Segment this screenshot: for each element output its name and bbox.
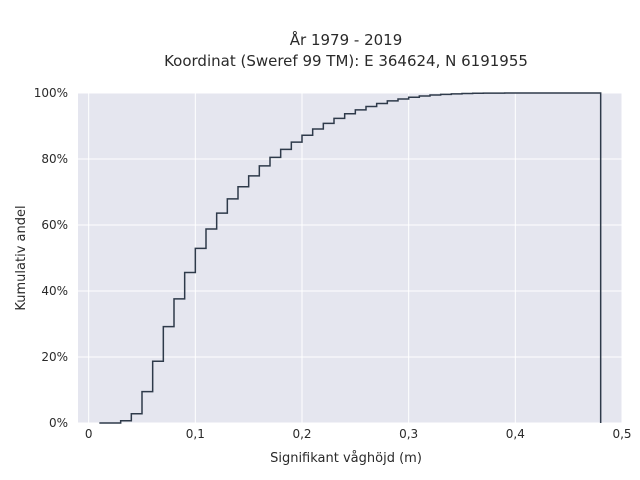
grid-lines [78,92,623,424]
x-tick-label: 0 [85,427,93,441]
x-tick-label: 0,3 [399,427,418,441]
y-tick-label: 100% [34,86,68,100]
series-layer [99,92,602,424]
x-tick-label: 0,4 [506,427,525,441]
x-tick-label: 0,1 [186,427,205,441]
chart-title: År 1979 - 2019 Koordinat (Sweref 99 TM):… [164,30,528,70]
x-axis-ticks: 0 0,1 0,2 0,3 0,4 0,5 [85,427,632,441]
y-axis-ticks: 0% 20% 40% 60% 80% 100% [34,86,68,430]
y-tick-label: 60% [41,218,68,232]
plot-area [78,93,622,423]
y-tick-label: 40% [41,284,68,298]
x-tick-label: 0,2 [292,427,311,441]
y-axis-label: Kumulativ andel [14,205,29,310]
y-tick-label: 20% [41,350,68,364]
chart-title-line-2: Koordinat (Sweref 99 TM): E 364624, N 61… [164,52,528,70]
cdf-series-line [99,92,602,424]
y-tick-label: 0% [49,416,68,430]
chart-title-line-1: År 1979 - 2019 [290,30,403,49]
x-tick-label: 0,5 [612,427,631,441]
y-tick-label: 80% [41,152,68,166]
x-axis-label: Signifikant våghöjd (m) [270,451,422,466]
